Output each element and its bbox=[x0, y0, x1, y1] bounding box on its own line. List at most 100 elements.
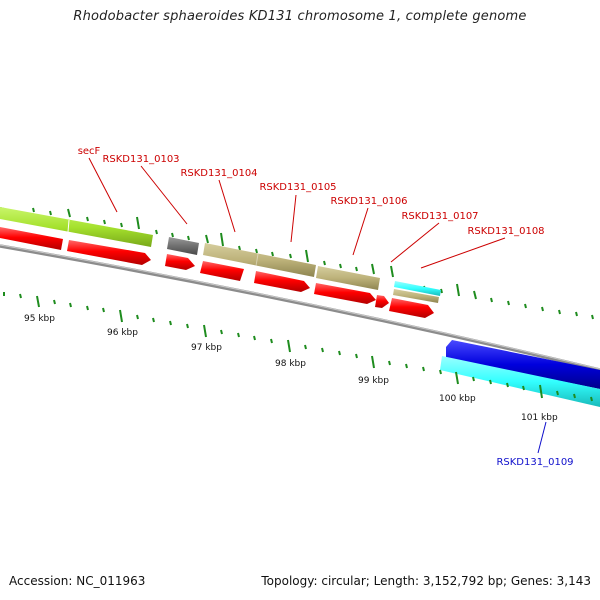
inner-tick bbox=[169, 320, 172, 326]
genome-summary-text: Topology: circular; Length: 3,152,792 bp… bbox=[261, 574, 591, 588]
gene-block-rskd131-0103-outer[interactable] bbox=[167, 237, 199, 255]
gene-block-secf-outer[interactable] bbox=[0, 207, 153, 247]
cds-arrow[interactable] bbox=[375, 295, 389, 308]
inner-tick bbox=[321, 347, 324, 353]
leader-line bbox=[352, 207, 369, 256]
inner-tick bbox=[405, 363, 408, 369]
scale-label: 96 kbp bbox=[107, 328, 138, 338]
outer-tick bbox=[371, 263, 375, 275]
inner-tick bbox=[270, 338, 273, 344]
inner-tick bbox=[506, 382, 509, 388]
cds-arrow[interactable] bbox=[200, 261, 244, 281]
cds-arrow-reverse[interactable] bbox=[446, 340, 600, 389]
outer-tick bbox=[187, 235, 190, 241]
inner-tick bbox=[338, 350, 341, 356]
inner-tick bbox=[152, 317, 155, 323]
inner-tick bbox=[69, 302, 72, 308]
inner-tick bbox=[388, 360, 391, 366]
outer-tick bbox=[220, 232, 224, 247]
inner-tick bbox=[455, 371, 459, 385]
gene-block-rskd131-0109[interactable] bbox=[440, 356, 600, 407]
accession-text: Accession: NC_011963 bbox=[9, 574, 146, 588]
gene-label-rskd131-0106[interactable]: RSKD131_0106 bbox=[330, 196, 407, 207]
gene-label-rskd131-0107[interactable]: RSKD131_0107 bbox=[401, 211, 478, 222]
gene-label-leaders bbox=[88, 157, 506, 269]
inner-tick bbox=[439, 369, 442, 375]
outer-tick bbox=[305, 249, 309, 263]
inner-tick bbox=[422, 366, 425, 372]
outer-tick bbox=[473, 290, 477, 300]
leader-line bbox=[390, 222, 440, 263]
scale-label: 101 kbp bbox=[521, 413, 558, 423]
inner-tick bbox=[489, 379, 492, 385]
cds-arrow[interactable] bbox=[67, 240, 151, 265]
scale-labels: 95 kbp 96 kbp 97 kbp 98 kbp 99 kbp 100 k… bbox=[24, 314, 558, 423]
gene-block-rskd131-0104-0105-outer[interactable] bbox=[203, 243, 316, 277]
leader-line bbox=[218, 179, 236, 233]
gene-label-rskd131-0108[interactable]: RSKD131_0108 bbox=[467, 226, 544, 237]
gene-label-rskd131-0104[interactable]: RSKD131_0104 bbox=[180, 168, 257, 179]
inner-tick bbox=[304, 344, 307, 350]
outer-tick bbox=[591, 314, 594, 320]
genome-backbone bbox=[0, 244, 600, 372]
outer-tick bbox=[390, 265, 394, 278]
outer-tick bbox=[86, 216, 89, 222]
inner-tick bbox=[371, 355, 375, 369]
inner-tick bbox=[355, 353, 358, 359]
outer-tick-ring bbox=[0, 207, 594, 320]
outer-tick bbox=[171, 232, 174, 238]
outer-tick bbox=[339, 263, 342, 269]
outer-tick bbox=[289, 253, 292, 259]
inner-tick bbox=[573, 393, 576, 399]
outer-tick bbox=[524, 303, 527, 309]
gene-block-rskd131-0107-outer[interactable] bbox=[394, 281, 441, 296]
inner-tick bbox=[472, 376, 475, 382]
cds-arrow[interactable] bbox=[254, 271, 310, 292]
map-title: Rhodobacter sphaeroides KD131 chromosome… bbox=[73, 9, 527, 24]
inner-tick bbox=[53, 299, 56, 305]
gene-block-rskd131-0106-outer[interactable] bbox=[316, 266, 380, 290]
outer-tick bbox=[558, 309, 561, 315]
outer-tick bbox=[120, 222, 123, 228]
gene-label-rskd131-0105[interactable]: RSKD131_0105 bbox=[259, 182, 336, 193]
gene-block-rskd131-0108-outer[interactable] bbox=[393, 289, 439, 303]
outer-tick bbox=[440, 288, 443, 294]
cds-arrow[interactable] bbox=[389, 298, 434, 318]
inner-tick bbox=[119, 309, 123, 323]
outer-tick bbox=[541, 306, 544, 312]
leader-line bbox=[420, 237, 506, 269]
cds-arrow[interactable] bbox=[0, 227, 63, 250]
inner-tick bbox=[522, 385, 525, 391]
outer-tick bbox=[32, 207, 35, 213]
gene-label-rskd131-0103[interactable]: RSKD131_0103 bbox=[102, 154, 179, 165]
forward-cds-arrows bbox=[0, 227, 434, 318]
inner-tick-ring bbox=[3, 292, 593, 402]
outer-tick bbox=[155, 229, 158, 235]
scale-label: 98 kbp bbox=[275, 359, 306, 369]
inner-tick bbox=[556, 390, 559, 396]
scale-label: 97 kbp bbox=[191, 343, 222, 353]
leader-line bbox=[290, 194, 297, 243]
cds-arrow[interactable] bbox=[165, 254, 195, 270]
gene-label-rskd131-0109[interactable]: RSKD131_0109 bbox=[496, 457, 573, 468]
inner-tick bbox=[237, 332, 240, 338]
inner-tick bbox=[102, 307, 105, 313]
outer-tick bbox=[456, 283, 460, 297]
outer-tick bbox=[355, 266, 358, 272]
outer-tick bbox=[136, 216, 140, 230]
outer-tick bbox=[238, 245, 241, 251]
gene-label-secf[interactable]: secF bbox=[78, 146, 101, 157]
outer-tick bbox=[49, 210, 52, 216]
inner-tick bbox=[36, 295, 40, 308]
outer-tick bbox=[205, 234, 209, 244]
scale-label: 95 kbp bbox=[24, 314, 55, 324]
scale-label: 99 kbp bbox=[358, 376, 389, 386]
outer-tick bbox=[67, 208, 71, 218]
outer-tick bbox=[490, 297, 493, 303]
outer-tick bbox=[575, 311, 578, 317]
cds-arrow[interactable] bbox=[314, 283, 376, 304]
inner-tick bbox=[590, 396, 593, 402]
inner-tick bbox=[186, 323, 189, 329]
outer-tick bbox=[271, 251, 274, 257]
